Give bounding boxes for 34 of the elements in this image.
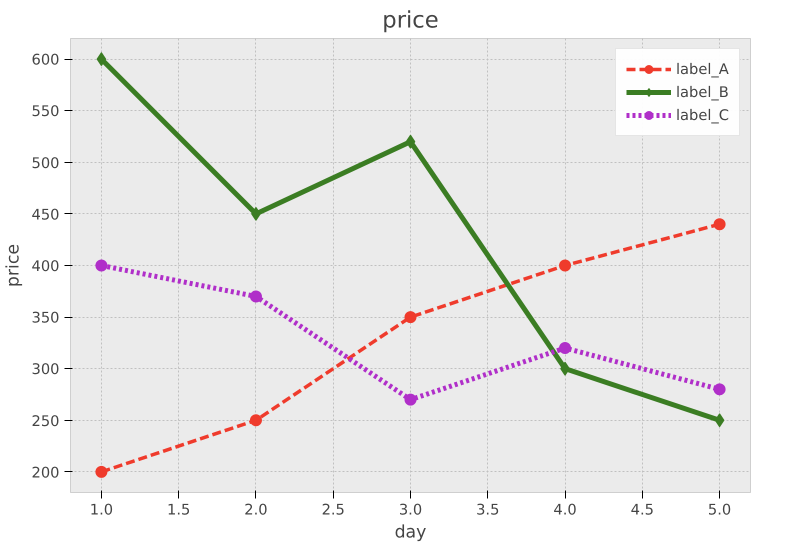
- point: [95, 260, 108, 272]
- point: [559, 260, 572, 272]
- y-tick-label: 500: [32, 154, 60, 172]
- point: [250, 414, 262, 426]
- y-tick-label: 450: [32, 206, 60, 224]
- x-tick-label: 3.5: [476, 502, 500, 518]
- x-tick-label: 4.0: [553, 502, 577, 518]
- legend-label: label_C: [676, 106, 729, 124]
- x-tick-label: 5.0: [708, 502, 732, 518]
- y-tick-label: 350: [32, 310, 60, 327]
- y-tick-label: 300: [32, 361, 60, 378]
- y-axis-title: price: [4, 244, 24, 288]
- y-tick-label: 200: [32, 464, 60, 482]
- y-tick-label: 600: [32, 52, 60, 69]
- x-tick-label: 4.5: [630, 502, 654, 518]
- point: [714, 383, 726, 396]
- y-tick-label: 400: [32, 258, 60, 275]
- point: [559, 342, 572, 354]
- chart-title: price: [382, 8, 439, 34]
- x-axis-title: day: [394, 522, 426, 542]
- point: [404, 394, 416, 406]
- point: [95, 466, 108, 478]
- point: [250, 290, 262, 302]
- y-tick-label: 250: [32, 412, 60, 430]
- point: [404, 311, 416, 324]
- x-tick-label: 3.0: [398, 502, 422, 518]
- point: [714, 218, 726, 230]
- x-tick-label: 1.0: [90, 502, 114, 518]
- y-tick-label: 550: [32, 103, 60, 120]
- x-tick-label: 1.5: [167, 502, 190, 518]
- legend-label: label_B: [676, 84, 729, 100]
- x-tick-label: 2.5: [322, 502, 345, 518]
- x-tick-label: 2.0: [244, 502, 268, 518]
- legend-label: label_A: [676, 60, 729, 78]
